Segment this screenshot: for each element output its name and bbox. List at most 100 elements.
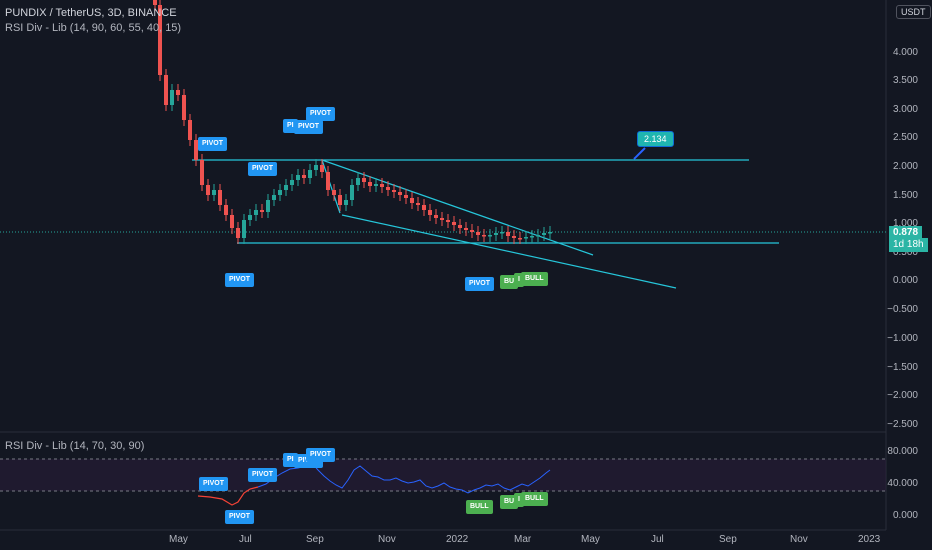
candle-body xyxy=(404,195,408,198)
rsi-pivot-marker: PIVOT xyxy=(248,468,278,482)
time-axis-tick: Sep xyxy=(719,534,737,545)
candle-body xyxy=(380,184,384,187)
time-axis-tick: 2022 xyxy=(446,534,469,545)
candle-body xyxy=(452,222,456,225)
candle-body xyxy=(416,203,420,205)
candle-body xyxy=(182,95,186,120)
candle-body xyxy=(278,190,282,195)
price-axis-tick: 0.000 xyxy=(892,275,918,286)
rsi-pivot-marker: PIVOT xyxy=(306,448,336,462)
candle-body xyxy=(374,184,378,186)
time-axis-tick: Sep xyxy=(306,534,324,545)
candle-body xyxy=(308,170,312,178)
candle-body xyxy=(494,233,498,235)
symbol-title: PUNDIX / TetherUS, 3D, BINANCE xyxy=(5,7,177,19)
candle-body xyxy=(530,236,534,238)
pivot-marker: PIVOT xyxy=(198,137,228,151)
candle-body xyxy=(440,218,444,220)
rsi-bull-marker: BULL xyxy=(521,492,548,506)
candle-body xyxy=(170,90,174,105)
rsi-bull-marker: BULL xyxy=(466,500,493,514)
price-axis-tick: 3.500 xyxy=(892,75,918,86)
candle-body xyxy=(266,200,270,212)
price-axis-tick: −1.500 xyxy=(887,362,918,373)
pivot-marker: PI xyxy=(283,119,298,133)
candle-body xyxy=(536,235,540,237)
bull-marker: BULL xyxy=(521,272,548,286)
last-price-label: 0.878 xyxy=(889,226,923,240)
rsi-pivot-marker: PIVOT xyxy=(199,477,229,491)
candle-body xyxy=(500,232,504,234)
bull-marker: I xyxy=(514,273,524,287)
candle-body xyxy=(524,237,528,239)
price-axis-tick: 3.000 xyxy=(892,104,918,115)
candle-body xyxy=(548,232,552,234)
candle-body xyxy=(230,215,234,228)
candle-body xyxy=(158,5,162,75)
currency-button[interactable]: USDT xyxy=(896,5,931,19)
candle-body xyxy=(314,165,318,170)
indicator-title[interactable]: RSI Div - Lib (14, 90, 60, 55, 40, 15) xyxy=(5,22,182,34)
price-axis-tick: 1.000 xyxy=(892,218,918,229)
candle-body xyxy=(212,190,216,195)
price-axis-tick: 4.000 xyxy=(892,47,918,58)
candle-body xyxy=(410,198,414,203)
candle-body xyxy=(512,236,516,238)
candle-body xyxy=(446,220,450,222)
time-axis-tick: May xyxy=(169,534,188,545)
rsi-line xyxy=(257,462,551,494)
candle-body xyxy=(344,200,348,205)
price-axis-tick: −2.000 xyxy=(887,390,918,401)
candle-body xyxy=(518,238,522,240)
time-axis-tick: Mar xyxy=(514,534,532,545)
candle-body xyxy=(386,187,390,190)
price-callout[interactable]: 2.134 xyxy=(637,131,674,147)
time-axis-tick: Nov xyxy=(378,534,396,545)
candle-body xyxy=(470,230,474,232)
candle-body xyxy=(482,235,486,237)
pivot-marker: PIVOT xyxy=(465,277,495,291)
price-axis-tick: −0.500 xyxy=(887,304,918,315)
candle-body xyxy=(206,185,210,195)
candle-body xyxy=(290,180,294,185)
rsi-pivot-marker: PIVOT xyxy=(225,510,255,524)
candle-body xyxy=(350,185,354,200)
candle-body xyxy=(362,178,366,182)
candle-body xyxy=(332,190,336,195)
rsi-axis-tick: 80.000 xyxy=(887,446,918,457)
candle-body xyxy=(542,233,546,235)
bar-countdown-label: 1d 18h xyxy=(889,238,928,252)
time-axis-tick: Nov xyxy=(790,534,808,545)
candle-body xyxy=(188,120,192,140)
pivot-marker: PIVOT xyxy=(225,273,255,287)
candle-body xyxy=(248,215,252,220)
price-axis-tick: −1.000 xyxy=(887,333,918,344)
rsi-pivot-marker: PI xyxy=(283,453,298,467)
candle-body xyxy=(236,228,240,238)
price-axis-tick: 0.500 xyxy=(892,247,918,258)
callout-pointer xyxy=(633,147,646,160)
price-axis-tick: 1.500 xyxy=(892,190,918,201)
candle-body xyxy=(302,175,306,178)
rsi-line-segment xyxy=(197,486,259,506)
candle-body xyxy=(464,228,468,230)
candle-body xyxy=(194,140,198,160)
rsi-pane-title[interactable]: RSI Div - Lib (14, 70, 30, 90) xyxy=(5,440,145,452)
candle-body xyxy=(260,210,264,212)
time-axis-tick: Jul xyxy=(239,534,252,545)
candle-body xyxy=(428,210,432,215)
candle-body xyxy=(326,172,330,190)
candle-body xyxy=(488,235,492,237)
price-axis-tick: 2.000 xyxy=(892,161,918,172)
candle-body xyxy=(368,182,372,186)
pivot-marker: PIVOT xyxy=(294,120,324,134)
candle-body xyxy=(176,90,180,95)
candle-body xyxy=(242,220,246,238)
pivot-marker: PIVOT xyxy=(248,162,278,176)
candle-body xyxy=(398,192,402,195)
candle-body xyxy=(153,0,157,5)
trendline xyxy=(321,159,341,214)
rsi-band xyxy=(0,459,886,491)
candle-body xyxy=(506,232,510,236)
